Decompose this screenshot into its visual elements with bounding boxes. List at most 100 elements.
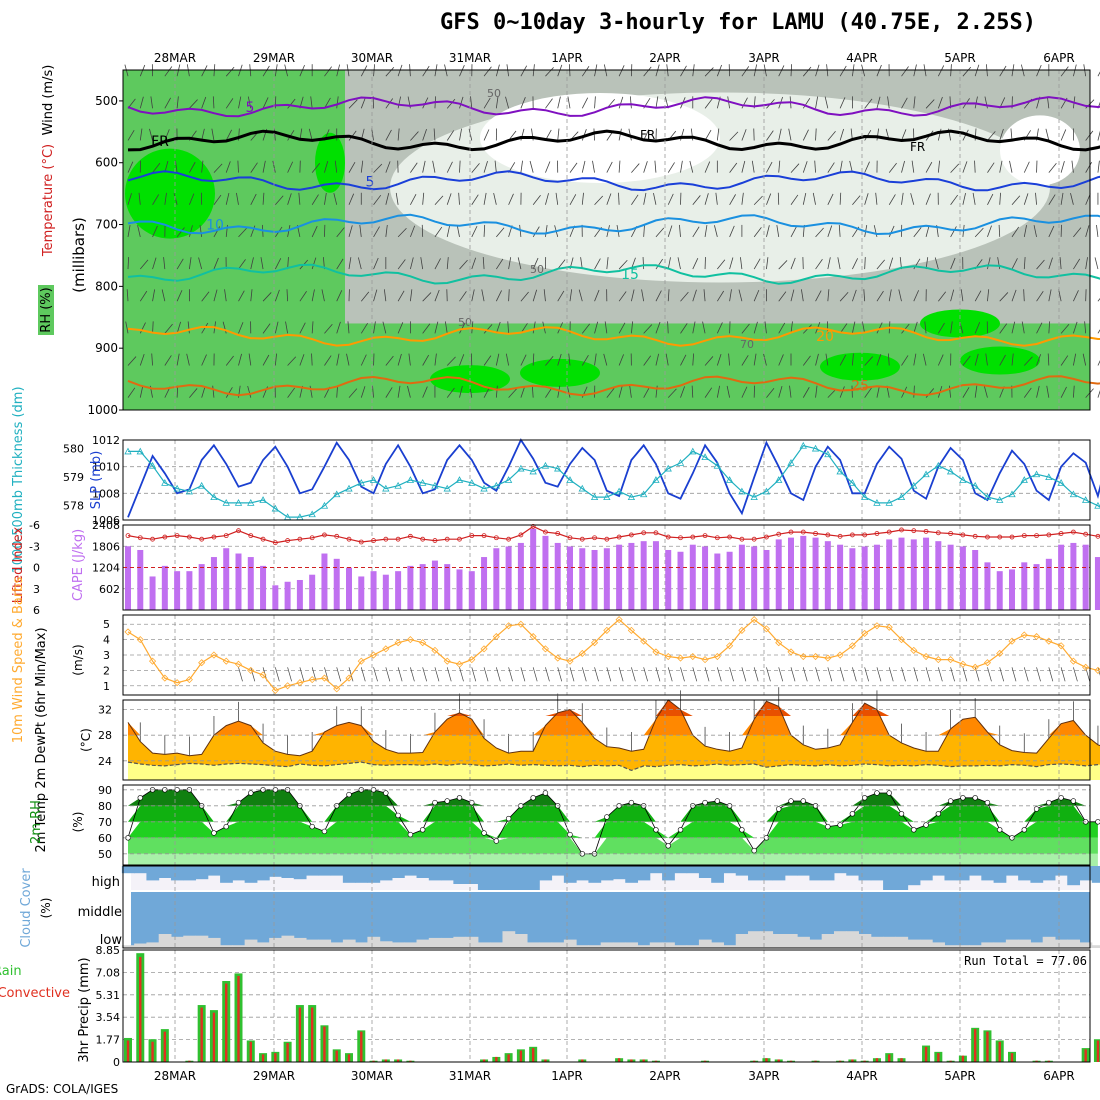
wind-barb	[960, 289, 964, 302]
wind-barb	[397, 259, 406, 270]
wind-barb	[287, 387, 295, 398]
cloud-high-bar	[1030, 866, 1044, 883]
wind-barb-10m	[643, 667, 649, 682]
cape-bar	[296, 579, 303, 610]
wind-barb	[937, 96, 943, 109]
wind-barb	[887, 96, 890, 109]
wind-barb	[456, 225, 460, 237]
cape-bar	[149, 576, 156, 610]
cloud-low-bar	[207, 937, 221, 948]
thickness-point	[775, 476, 783, 483]
wind10-point	[124, 628, 132, 636]
cloud-high-bar	[846, 866, 860, 876]
wind-barb	[410, 193, 417, 205]
wind-barb	[557, 128, 560, 141]
wind-barb-10m	[299, 667, 305, 682]
wind-barb-10m	[852, 667, 857, 682]
wind-barb	[395, 192, 399, 205]
rh2m-point	[960, 795, 966, 801]
cloud-high-bar	[686, 866, 700, 874]
precip-convective-bar	[323, 1026, 326, 1062]
wind-barb-10m	[434, 667, 440, 682]
thickness-point	[799, 441, 807, 449]
cloud-high-bar	[379, 866, 393, 881]
wind-barb	[985, 353, 988, 366]
wind-barb	[753, 353, 757, 366]
wind10-point	[566, 657, 574, 665]
cloud-low-bar	[256, 942, 270, 948]
wind-barb	[578, 289, 583, 302]
wind-barb	[505, 353, 510, 366]
wind-barb	[764, 321, 767, 334]
wind-barb	[311, 163, 321, 173]
wind-barb	[176, 227, 185, 238]
precip-convective-bar	[384, 1059, 388, 1062]
wind-barb	[125, 321, 129, 334]
cloud-low-bar	[637, 945, 651, 948]
wind-barb	[913, 353, 917, 366]
li-point	[555, 531, 561, 536]
thickness-point	[431, 481, 439, 489]
thickness-point	[811, 444, 820, 452]
cloud-level-low: low	[100, 933, 123, 948]
wind-barb	[864, 98, 873, 109]
cloud-high-bar	[183, 866, 197, 881]
rh2m-point	[493, 838, 500, 844]
temperature-contour-label: FR	[151, 134, 169, 150]
thickness-point	[1081, 496, 1090, 503]
thickness-point	[185, 487, 194, 495]
thickness-point	[590, 493, 599, 501]
wind-barb	[557, 259, 566, 270]
wind-barb	[324, 160, 329, 173]
date-label-bottom: 31MAR	[449, 1069, 491, 1083]
precip-tick-label: 3.54	[96, 1011, 121, 1024]
thickness-point	[369, 476, 378, 483]
wind-barb	[385, 98, 394, 109]
wind-barb	[152, 321, 154, 334]
cloud-level-middle: middle	[78, 905, 122, 920]
wind-barb	[225, 129, 233, 141]
wind-barb	[937, 160, 940, 173]
precip-convective-bar	[163, 1031, 167, 1062]
precip-tick-label: 8.85	[96, 944, 121, 957]
cloud-high-bar	[981, 866, 995, 881]
precip-tick-label: 0	[113, 1056, 120, 1069]
wind-barb-10m	[557, 667, 563, 682]
wind-barb	[199, 224, 203, 237]
wind-barb	[778, 260, 788, 270]
precip-tick-label: 7.08	[96, 966, 121, 979]
cloud-low-bar	[306, 939, 319, 948]
wind-barb	[888, 194, 896, 205]
temperature-contour	[127, 375, 1100, 397]
precip-convective-bar	[409, 1060, 412, 1062]
rh2m-point	[776, 806, 782, 812]
wind-barb	[299, 322, 306, 334]
cape-bar	[824, 541, 831, 610]
wind-barb	[876, 322, 883, 334]
wind-barb	[471, 194, 479, 205]
wind-barb	[643, 324, 653, 334]
wind-barb	[618, 322, 626, 334]
cape-bar	[714, 553, 721, 610]
cape-bar	[935, 541, 942, 610]
wind-barb	[161, 289, 166, 302]
cloud-low-bar	[833, 931, 847, 948]
cloud-low-bar	[809, 939, 823, 948]
cloud-low-bar	[170, 936, 184, 948]
wind-barb-10m	[962, 667, 968, 682]
wind10-point	[578, 649, 586, 658]
wind-barb	[1023, 257, 1026, 270]
wind-barb	[397, 64, 403, 77]
cloud-low-bar	[551, 942, 565, 948]
cape-bar	[640, 541, 647, 610]
rh2m-point	[309, 823, 315, 830]
rh-contour-label: 50	[530, 263, 544, 276]
wind-barb	[864, 257, 866, 270]
cloud-high-bar	[441, 866, 454, 881]
rh2m-point	[874, 790, 880, 796]
cloud-low-bar	[1018, 939, 1031, 948]
wind-barb	[127, 225, 131, 237]
cloud-low-bar	[1079, 942, 1093, 948]
li-point	[481, 533, 487, 539]
wind-barb	[201, 65, 208, 77]
